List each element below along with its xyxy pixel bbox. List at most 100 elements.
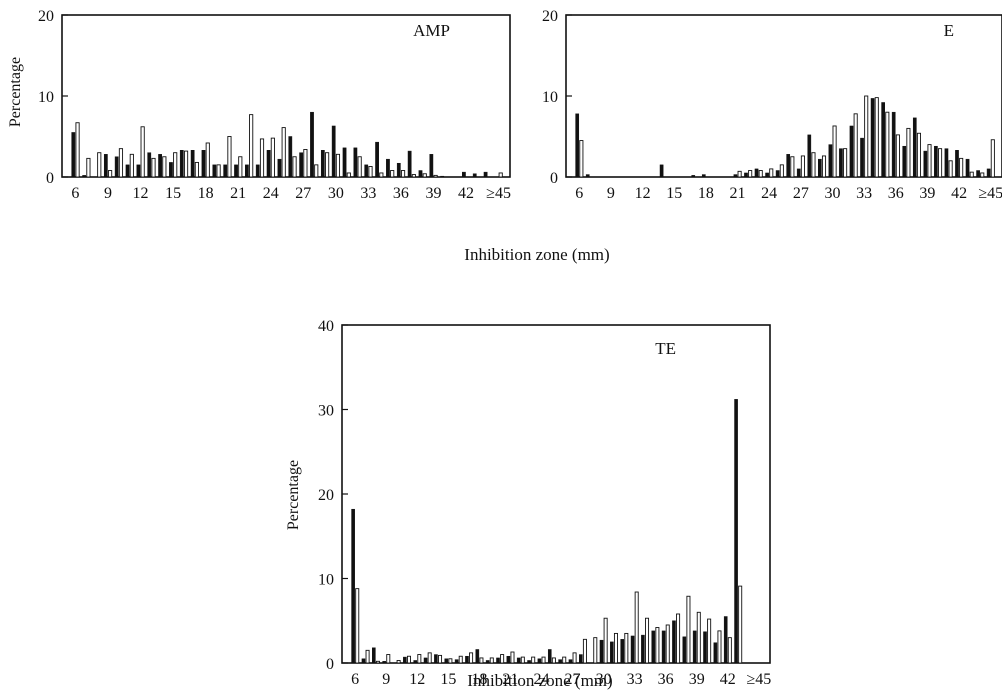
amp-bar-open [400, 170, 406, 178]
te-bar-dark [465, 655, 469, 664]
amp-bar-dark [71, 132, 76, 178]
amp-bar-open [498, 172, 503, 178]
e-bar-dark [923, 150, 928, 178]
te-bar-open [489, 657, 494, 664]
te-bar-open [365, 649, 370, 664]
amp-bar-dark [82, 175, 87, 178]
te-bar-dark [372, 647, 376, 664]
amp-bar-open [97, 152, 102, 178]
e-bar-dark [976, 170, 980, 178]
amp-bar-dark [364, 164, 369, 178]
te-bar-open [686, 595, 691, 664]
amp-bar-open [292, 156, 297, 178]
e-bar-dark [986, 168, 991, 178]
panel-te-xlabel: Inhibition zone (mm) [467, 671, 612, 690]
te-bar-open [551, 657, 556, 664]
e-bar-open [579, 140, 584, 178]
amp-bar-open [162, 156, 167, 178]
amp-xtick-label: 12 [133, 185, 149, 202]
te-bar-dark [713, 642, 718, 664]
amp-bar-dark [223, 164, 228, 178]
e-bar-dark [881, 102, 885, 178]
te-bar-dark [475, 649, 480, 664]
te-bar-open [727, 637, 732, 664]
amp-bar-dark [342, 147, 347, 178]
e-bar-open [737, 170, 742, 178]
te-bar-dark [672, 620, 676, 664]
e-ytick-label: 20 [542, 8, 558, 25]
amp-bar-open [173, 152, 178, 178]
e-bar-open [800, 155, 805, 178]
panel-te-ylabel: Percentage [285, 460, 302, 530]
te-bar-open [438, 654, 443, 664]
te-bar-open [541, 656, 546, 664]
te-bar-dark [444, 658, 449, 664]
te-bar-dark [599, 639, 604, 664]
e-bar-open [779, 164, 784, 178]
amp-bar-open [151, 157, 156, 178]
amp-bar-open [379, 172, 384, 178]
e-xtick-label: 12 [635, 185, 651, 202]
e-bar-open [916, 132, 922, 178]
amp-bar-dark [396, 162, 401, 178]
te-bar-dark [568, 659, 573, 664]
e-bar-dark [701, 174, 706, 178]
e-bar-dark [807, 134, 812, 178]
amp-bar-dark [169, 162, 173, 178]
e-xtick-label: ≥45 [978, 185, 1002, 202]
te-ytick-label: 20 [318, 487, 334, 504]
amp-bar-dark [103, 154, 108, 178]
e-xtick-label: 42 [951, 185, 967, 202]
amp-bar-dark [429, 154, 434, 178]
top-row-xlabel: Inhibition zone (mm) [464, 245, 609, 264]
te-bar-dark [506, 655, 511, 664]
te-bar-open [696, 611, 701, 664]
amp-bar-open [108, 170, 113, 178]
e-xtick-label: 15 [666, 185, 682, 202]
te-bar-dark [558, 659, 562, 664]
te-bar-open [634, 591, 639, 664]
te-bar-dark [382, 661, 386, 664]
te-bar-dark [454, 659, 459, 664]
te-xtick-label: 15 [440, 671, 456, 688]
te-ytick-label: 0 [326, 656, 334, 673]
amp-bar-open [422, 173, 427, 178]
amp-bar-dark [136, 164, 141, 178]
panel-te-title: TE [655, 339, 676, 358]
amp-bar-open [346, 172, 351, 178]
te-bar-open [479, 657, 484, 664]
te-bar-open [655, 627, 660, 664]
e-bar-open [790, 156, 795, 178]
amp-xtick-label: 18 [198, 185, 214, 202]
amp-bar-open [281, 127, 286, 178]
te-xtick-label: 12 [409, 671, 425, 688]
te-bar-open [355, 588, 360, 664]
te-bar-dark [547, 649, 552, 664]
te-bar-open [738, 585, 743, 664]
te-bar-open [603, 617, 608, 664]
amp-bar-dark [266, 150, 271, 178]
te-xtick-label: 21 [502, 671, 518, 688]
e-bar-dark [965, 158, 970, 178]
e-bar-dark [944, 148, 949, 178]
e-xtick-label: 33 [856, 185, 872, 202]
amp-xtick-label: 30 [328, 185, 344, 202]
amp-bar-dark [353, 147, 358, 178]
e-xtick-label: 27 [793, 185, 809, 202]
te-xtick-label: 33 [627, 671, 643, 688]
te-bar-dark [692, 630, 697, 664]
te-bar-dark [703, 631, 707, 664]
amp-bar-open [249, 114, 254, 178]
te-bar-open [707, 618, 712, 664]
e-bar-dark [733, 174, 738, 178]
te-bar-dark [485, 660, 490, 664]
amp-xtick-label: 24 [263, 185, 279, 202]
e-bar-open [874, 97, 879, 178]
te-bar-dark [661, 630, 666, 664]
amp-bar-dark [418, 170, 423, 178]
amp-bar-dark [255, 164, 260, 178]
e-bar-open [843, 148, 848, 178]
amp-bar-dark [299, 152, 304, 178]
amp-bar-dark [147, 152, 152, 178]
